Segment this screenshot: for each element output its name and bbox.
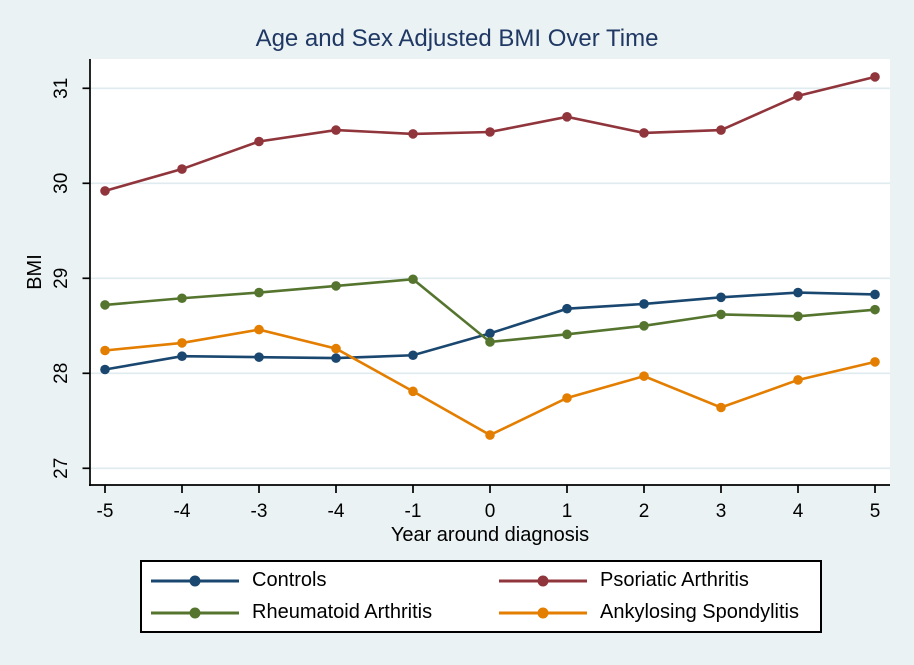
data-point-controls-7 bbox=[639, 299, 649, 309]
data-point-ankylosing-spondylitis-4 bbox=[408, 386, 418, 397]
legend-item-controls: Controls bbox=[151, 566, 499, 595]
legend-sample-ankylosing-spondylitis bbox=[499, 607, 587, 618]
data-point-ankylosing-spondylitis-8 bbox=[716, 402, 726, 413]
legend-sample-psoriatic-arthritis bbox=[499, 575, 587, 586]
x-tick-label-3: -4 bbox=[328, 501, 345, 522]
data-point-rheumatoid-arthritis-3 bbox=[331, 281, 341, 291]
data-point-psoriatic-arthritis-2 bbox=[254, 136, 264, 147]
data-point-rheumatoid-arthritis-0 bbox=[100, 300, 110, 310]
data-point-ankylosing-spondylitis-9 bbox=[793, 375, 803, 385]
data-point-rheumatoid-arthritis-10 bbox=[870, 304, 880, 315]
data-point-ankylosing-spondylitis-2 bbox=[254, 324, 264, 335]
legend-marker-psoriatic-arthritis bbox=[537, 575, 549, 586]
data-point-psoriatic-arthritis-1 bbox=[177, 164, 187, 174]
x-tick-label-10: 5 bbox=[870, 501, 881, 522]
legend-label-ankylosing-spondylitis: Ankylosing Spondylitis bbox=[600, 601, 799, 623]
data-point-controls-10 bbox=[870, 289, 880, 300]
chart-title: Age and Sex Adjusted BMI Over Time bbox=[255, 25, 659, 52]
plot-background bbox=[90, 59, 890, 485]
y-tick-label-29: 29 bbox=[51, 268, 72, 289]
data-point-psoriatic-arthritis-3 bbox=[331, 125, 341, 135]
data-point-rheumatoid-arthritis-7 bbox=[639, 321, 649, 331]
legend-marker-ankylosing-spondylitis bbox=[537, 607, 549, 618]
data-point-rheumatoid-arthritis-1 bbox=[177, 293, 187, 304]
data-point-ankylosing-spondylitis-6 bbox=[562, 393, 572, 403]
x-tick-label-7: 2 bbox=[639, 501, 650, 522]
data-point-psoriatic-arthritis-0 bbox=[100, 186, 110, 196]
data-point-rheumatoid-arthritis-5 bbox=[485, 337, 495, 347]
x-axis-title: Year around diagnosis bbox=[391, 524, 589, 546]
data-point-psoriatic-arthritis-4 bbox=[408, 129, 418, 139]
legend-label-controls: Controls bbox=[252, 569, 327, 591]
x-tick-label-8: 3 bbox=[716, 501, 727, 522]
data-point-ankylosing-spondylitis-0 bbox=[100, 345, 110, 356]
legend-sample-controls bbox=[151, 575, 239, 586]
legend-item-ankylosing-spondylitis: Ankylosing Spondylitis bbox=[499, 598, 820, 627]
data-point-controls-8 bbox=[716, 292, 726, 303]
y-tick-label-31: 31 bbox=[51, 78, 72, 99]
data-point-psoriatic-arthritis-10 bbox=[870, 72, 880, 82]
data-point-ankylosing-spondylitis-5 bbox=[485, 430, 495, 440]
data-point-controls-9 bbox=[793, 287, 803, 298]
x-tick-label-4: -1 bbox=[405, 501, 422, 522]
data-point-psoriatic-arthritis-5 bbox=[485, 127, 495, 137]
data-point-ankylosing-spondylitis-10 bbox=[870, 357, 880, 367]
legend-marker-controls bbox=[189, 575, 201, 586]
data-point-psoriatic-arthritis-7 bbox=[639, 128, 649, 138]
data-point-psoriatic-arthritis-8 bbox=[716, 125, 726, 135]
data-point-controls-0 bbox=[100, 364, 110, 375]
data-point-psoriatic-arthritis-6 bbox=[562, 112, 572, 122]
legend-label-rheumatoid-arthritis: Rheumatoid Arthritis bbox=[252, 601, 433, 623]
data-point-controls-5 bbox=[485, 328, 495, 339]
data-point-controls-1 bbox=[177, 351, 187, 362]
y-tick-label-28: 28 bbox=[51, 363, 72, 384]
legend-item-psoriatic-arthritis: Psoriatic Arthritis bbox=[499, 566, 820, 595]
y-tick-label-27: 27 bbox=[51, 458, 72, 479]
data-point-rheumatoid-arthritis-6 bbox=[562, 329, 572, 340]
data-point-rheumatoid-arthritis-9 bbox=[793, 311, 803, 322]
legend-label-psoriatic-arthritis: Psoriatic Arthritis bbox=[600, 569, 749, 591]
data-point-controls-3 bbox=[331, 353, 341, 363]
data-point-psoriatic-arthritis-9 bbox=[793, 91, 803, 101]
y-tick-label-30: 30 bbox=[51, 173, 72, 194]
legend-item-rheumatoid-arthritis: Rheumatoid Arthritis bbox=[151, 598, 499, 627]
data-point-rheumatoid-arthritis-4 bbox=[408, 274, 418, 285]
data-point-controls-6 bbox=[562, 303, 572, 314]
legend-box: Controls Psoriatic Arthritis Rheumatoid Ar… bbox=[140, 560, 822, 633]
x-tick-label-1: -4 bbox=[174, 501, 191, 522]
x-tick-label-9: 4 bbox=[793, 501, 804, 522]
y-axis-title: BMI bbox=[24, 254, 46, 290]
data-point-controls-4 bbox=[408, 350, 418, 361]
data-point-ankylosing-spondylitis-3 bbox=[331, 343, 341, 354]
x-tick-label-5: 0 bbox=[485, 501, 496, 522]
x-tick-label-2: -3 bbox=[251, 501, 268, 522]
legend-marker-rheumatoid-arthritis bbox=[189, 607, 201, 618]
data-point-ankylosing-spondylitis-7 bbox=[639, 371, 649, 381]
x-tick-label-0: -5 bbox=[97, 501, 114, 522]
x-tick-label-6: 1 bbox=[562, 501, 573, 522]
data-point-rheumatoid-arthritis-2 bbox=[254, 287, 264, 298]
legend-sample-rheumatoid-arthritis bbox=[151, 607, 239, 618]
data-point-rheumatoid-arthritis-8 bbox=[716, 309, 726, 320]
data-point-controls-2 bbox=[254, 352, 264, 362]
data-point-ankylosing-spondylitis-1 bbox=[177, 338, 187, 348]
plot-area: 27 28 29 30 31 -5 -4 -3 -4 -1 0 1 2 3 4 5 BMI Year around… bbox=[24, 59, 890, 546]
